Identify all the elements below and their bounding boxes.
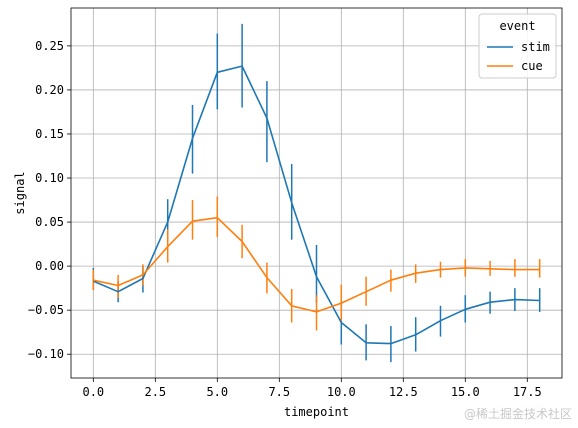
- y-tick-label: −0.05: [28, 303, 64, 317]
- x-tick-label: 0.0: [82, 385, 104, 399]
- legend: event stim cue: [478, 13, 557, 79]
- x-tick-label: 15.0: [451, 385, 480, 399]
- series-lines: [92, 65, 540, 345]
- watermark: @稀土掘金技术社区: [463, 407, 572, 421]
- y-tick-label: 0.05: [35, 215, 64, 229]
- y-axis-label: signal: [13, 171, 27, 214]
- legend-box: [478, 13, 557, 79]
- y-tick-label: 0.25: [35, 39, 64, 53]
- legend-label-stim: stim: [521, 40, 550, 54]
- plot-frame: [70, 7, 563, 379]
- y-tick-label: −0.10: [28, 347, 64, 361]
- legend-title: event: [499, 19, 535, 33]
- x-tick-label: 7.5: [268, 385, 290, 399]
- y-tick-label: 0.10: [35, 171, 64, 185]
- series-line-stim: [92, 65, 540, 345]
- x-axis: 0.0 2.5 5.0 7.5 10.0 12.5 15.0 17.5: [82, 378, 542, 399]
- grid: [71, 8, 562, 378]
- x-tick-label: 2.5: [144, 385, 166, 399]
- y-tick-label: 0.15: [35, 127, 64, 141]
- series-line-cue: [93, 216, 540, 313]
- y-axis: −0.10 −0.05 0.00 0.05 0.10 0.15 0.20 0.25: [28, 39, 71, 361]
- x-tick-label: 17.5: [513, 385, 542, 399]
- x-tick-label: 10.0: [327, 385, 356, 399]
- y-tick-label: 0.20: [35, 83, 64, 97]
- x-axis-label: timepoint: [284, 405, 349, 419]
- legend-label-cue: cue: [521, 59, 543, 73]
- y-tick-label: 0.00: [35, 259, 64, 273]
- x-tick-label: 5.0: [206, 385, 228, 399]
- x-tick-label: 12.5: [389, 385, 418, 399]
